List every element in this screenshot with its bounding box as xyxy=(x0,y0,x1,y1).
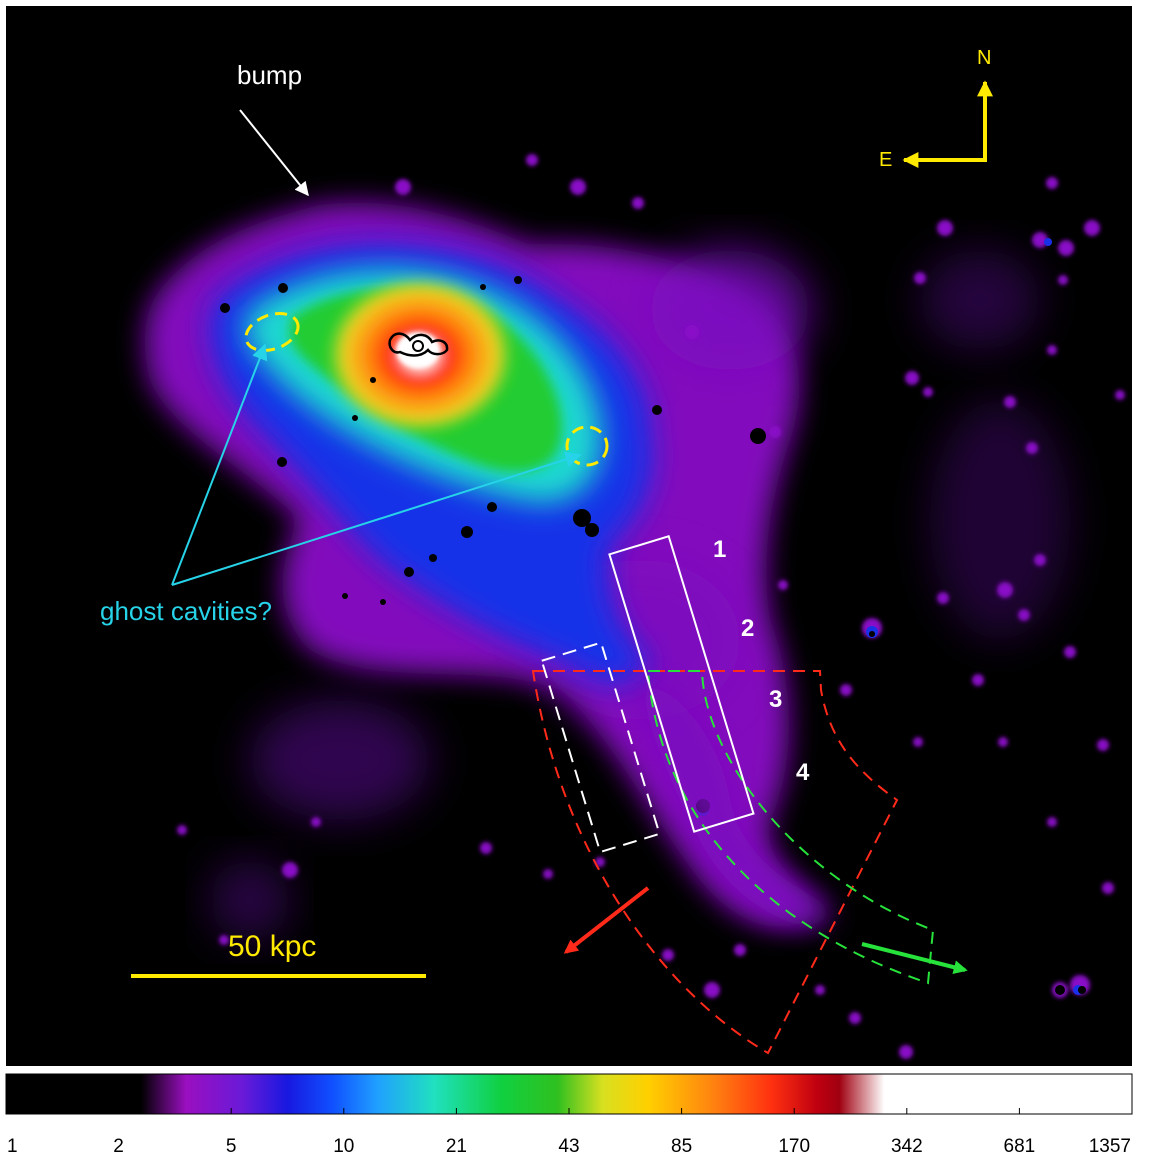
compass-east-label: E xyxy=(879,149,892,171)
compass-north-label: N xyxy=(977,47,991,69)
colorbar: 1 2 5 10 21 43 85 170 342 681 1357 xyxy=(5,1073,1133,1157)
region-label-4: 4 xyxy=(796,759,810,786)
ghost-arrow-1 xyxy=(171,343,268,586)
scale-bar-label: 50 kpc xyxy=(228,930,316,963)
red-sector-region xyxy=(531,670,899,1055)
tail-emission xyxy=(640,680,831,926)
region-label-2: 2 xyxy=(741,615,754,642)
colorbar-tick-label: 1357 xyxy=(1089,1136,1131,1157)
colorbar-tick-label: 43 xyxy=(558,1136,579,1157)
colorbar-tick-label: 170 xyxy=(778,1136,810,1157)
ghost-cavity-east xyxy=(244,312,300,352)
ghost-cavities-label: ghost cavities? xyxy=(100,596,272,626)
ghost-arrow-2 xyxy=(171,451,582,586)
colorbar-tick-label: 2 xyxy=(113,1136,124,1157)
green-sector-region xyxy=(646,670,935,985)
white-box-regions-1-4 xyxy=(608,534,755,833)
region-label-1: 1 xyxy=(713,536,726,563)
colorbar-ticks: 1 2 5 10 21 43 85 170 342 681 1357 xyxy=(5,1108,1133,1157)
ghost-cavity-west xyxy=(565,425,609,467)
core-contours xyxy=(388,332,449,357)
compass: N E xyxy=(879,47,993,171)
red-direction-arrow xyxy=(563,886,650,954)
green-direction-arrow xyxy=(861,942,968,975)
faint-emission-spots xyxy=(177,154,1125,1059)
region-label-3: 3 xyxy=(769,686,782,713)
colorbar-tick-label: 85 xyxy=(671,1136,692,1157)
masked-point-sources xyxy=(220,276,766,605)
colorbar-tick-label: 681 xyxy=(1004,1136,1036,1157)
colorbar-tick-label: 5 xyxy=(226,1136,237,1157)
bump-arrow xyxy=(239,109,309,197)
colorbar-tick-label: 21 xyxy=(446,1136,467,1157)
white-dashed-box xyxy=(540,641,661,854)
colorbar-tick-label: 10 xyxy=(333,1136,354,1157)
scale-bar: 50 kpc xyxy=(131,930,426,978)
region-number-labels: 1 2 3 4 xyxy=(713,536,810,786)
bump-label: bump xyxy=(237,60,302,90)
colorbar-gradient xyxy=(6,1074,1132,1114)
xray-emission xyxy=(144,154,1125,1059)
colorbar-tick-label: 342 xyxy=(891,1136,923,1157)
colorbar-tick-label: 1 xyxy=(7,1136,18,1157)
